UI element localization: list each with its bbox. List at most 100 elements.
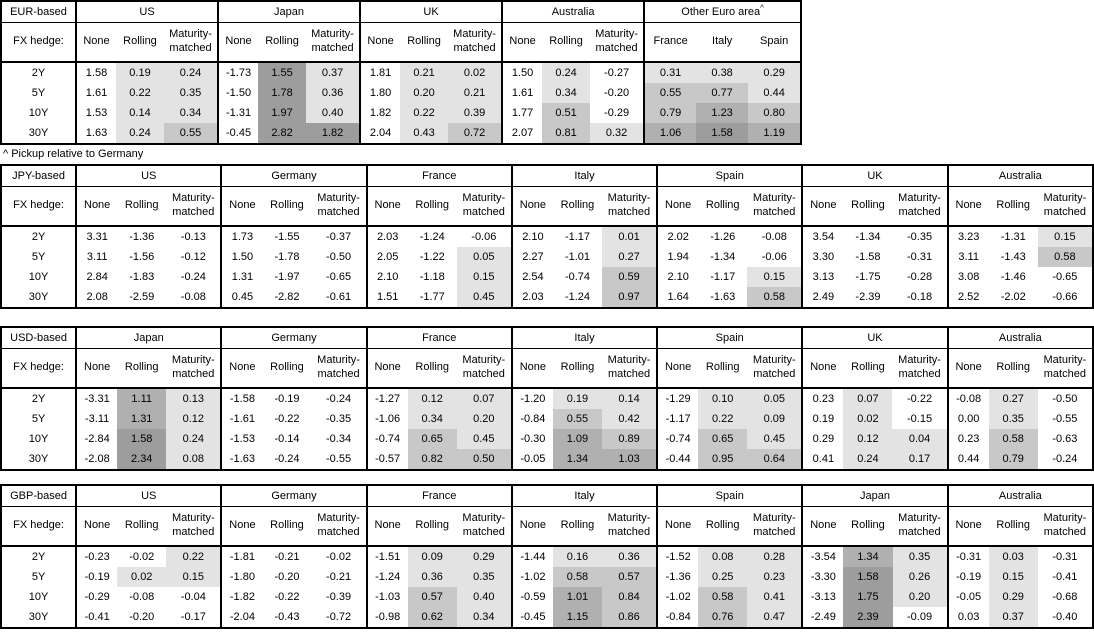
- value-cell: 0.24: [843, 449, 893, 470]
- hedge-col-header: Maturity-matched: [448, 22, 503, 63]
- value-cell: 0.57: [407, 587, 457, 607]
- value-cell: -0.22: [274, 591, 300, 603]
- value-cell: -0.05: [510, 449, 553, 470]
- value-cell: 2.34: [117, 449, 167, 470]
- value-cell: -1.83: [129, 271, 155, 283]
- value-cell: -0.24: [1052, 453, 1078, 465]
- value-cell: 0.19: [801, 409, 844, 429]
- value-cell: -0.41: [75, 607, 118, 628]
- value-cell: -1.81: [220, 546, 263, 567]
- value-cell: -1.31: [1000, 231, 1026, 243]
- value-cell: -0.43: [274, 611, 300, 623]
- hedge-col-header: None: [75, 348, 118, 389]
- value-cell: 0.36: [306, 83, 361, 103]
- value-cell: -0.21: [274, 551, 300, 563]
- value-cell: -1.97: [274, 271, 300, 283]
- value-cell: -0.30: [510, 429, 553, 449]
- group-header: UK: [359, 1, 503, 23]
- value-cell: 0.35: [456, 567, 512, 587]
- value-cell: 2.10: [510, 226, 553, 247]
- value-cell: 0.44: [748, 83, 802, 103]
- value-cell: -0.39: [326, 591, 352, 603]
- value-cell: 0.15: [988, 567, 1038, 587]
- value-cell: -0.19: [274, 393, 300, 405]
- value-cell: -1.01: [564, 251, 591, 263]
- value-cell: -1.73: [217, 62, 259, 83]
- group-header: France: [365, 327, 512, 349]
- value-cell: -0.05: [946, 587, 989, 607]
- value-cell: 0.15: [747, 267, 803, 287]
- value-cell: 1.58: [696, 123, 749, 144]
- value-cell: 1.61: [75, 83, 116, 103]
- value-cell: -0.18: [907, 291, 933, 303]
- hedge-col-header: Maturity-matched: [166, 186, 222, 227]
- value-cell: 0.05: [747, 388, 803, 409]
- value-cell: 0.58: [1037, 247, 1093, 267]
- value-cell: -2.84: [75, 429, 118, 449]
- value-cell: 2.54: [510, 267, 553, 287]
- value-cell: 0.05: [456, 247, 512, 267]
- value-cell: -0.35: [907, 231, 933, 243]
- hedge-col-header: None: [365, 506, 408, 547]
- hedge-col-header: Rolling: [552, 506, 603, 547]
- group-header-label: UK: [867, 170, 883, 182]
- value-cell: 0.79: [643, 103, 697, 123]
- value-cell: -0.45: [217, 123, 259, 144]
- value-cell: -3.11: [75, 409, 118, 429]
- value-cell: 0.35: [164, 83, 219, 103]
- value-cell: 0.12: [843, 429, 893, 449]
- value-cell: 2.10: [365, 267, 408, 287]
- value-cell: 0.22: [166, 546, 222, 567]
- value-cell: 0.07: [456, 388, 512, 409]
- row-label: 10Y: [28, 271, 49, 283]
- value-cell: -1.17: [710, 271, 736, 283]
- value-cell: 1.50: [220, 247, 263, 267]
- value-cell: 0.00: [946, 409, 989, 429]
- row-label: 5Y: [31, 87, 46, 99]
- value-cell: -1.43: [1000, 251, 1026, 263]
- table-row: 2Y -3.31 1.11 0.13 -1.58 -0.19 -0.24 -1.27 0.12 0…: [1, 388, 1093, 409]
- hedge-col-header: Rolling: [988, 506, 1038, 547]
- value-cell: 1.31: [220, 267, 263, 287]
- hedge-col-header: None: [946, 348, 989, 389]
- value-cell: 1.09: [552, 429, 602, 449]
- eur-based-table: EUR-based US Japan UK Australia Other Euro ar…: [0, 0, 803, 145]
- hedge-col-header: None: [220, 348, 263, 389]
- value-cell: 0.80: [748, 103, 802, 123]
- value-cell: -1.29: [656, 388, 699, 409]
- value-cell: 0.21: [400, 62, 449, 83]
- value-cell: 0.72: [448, 123, 503, 144]
- value-cell: -0.20: [274, 571, 300, 583]
- section-label: GBP-based: [1, 485, 77, 507]
- value-cell: -0.55: [326, 453, 352, 465]
- fx-hedge-label: FX hedge:: [1, 22, 76, 63]
- value-cell: 0.29: [988, 587, 1038, 607]
- value-cell: -1.17: [656, 409, 699, 429]
- value-cell: 0.24: [116, 123, 164, 144]
- section-label: JPY-based: [1, 165, 77, 187]
- group-header-label: Japan: [274, 6, 305, 18]
- value-cell: 0.79: [988, 449, 1038, 470]
- hedge-col-header: Rolling: [258, 22, 307, 63]
- value-cell: -0.84: [510, 409, 553, 429]
- value-cell: -1.03: [365, 587, 408, 607]
- value-cell: 0.81: [542, 123, 591, 144]
- group-header-label: Australia: [998, 332, 1042, 344]
- group-header-label: Italy: [574, 170, 595, 182]
- table-row: 5Y -3.11 1.31 0.12 -1.61 -0.22 -0.35 -1.06 0.34 0…: [1, 409, 1093, 429]
- value-cell: 2.02: [656, 226, 699, 247]
- value-cell: -0.12: [180, 251, 206, 263]
- group-header: Italy: [510, 327, 658, 349]
- value-cell: -0.19: [75, 567, 118, 587]
- hedge-col-header: Maturity-matched: [747, 506, 803, 547]
- hedge-col-header: Maturity-matched: [311, 186, 367, 227]
- group-header: France: [365, 165, 512, 187]
- group-header: US: [75, 485, 222, 507]
- value-cell: -1.77: [419, 291, 445, 303]
- value-cell: 0.58: [747, 287, 803, 308]
- value-cell: 0.22: [698, 409, 748, 429]
- value-cell: 1.97: [258, 103, 307, 123]
- value-cell: -1.46: [1000, 271, 1026, 283]
- value-cell: -1.78: [274, 251, 300, 263]
- hedge-col-header: Maturity-matched: [1037, 186, 1093, 227]
